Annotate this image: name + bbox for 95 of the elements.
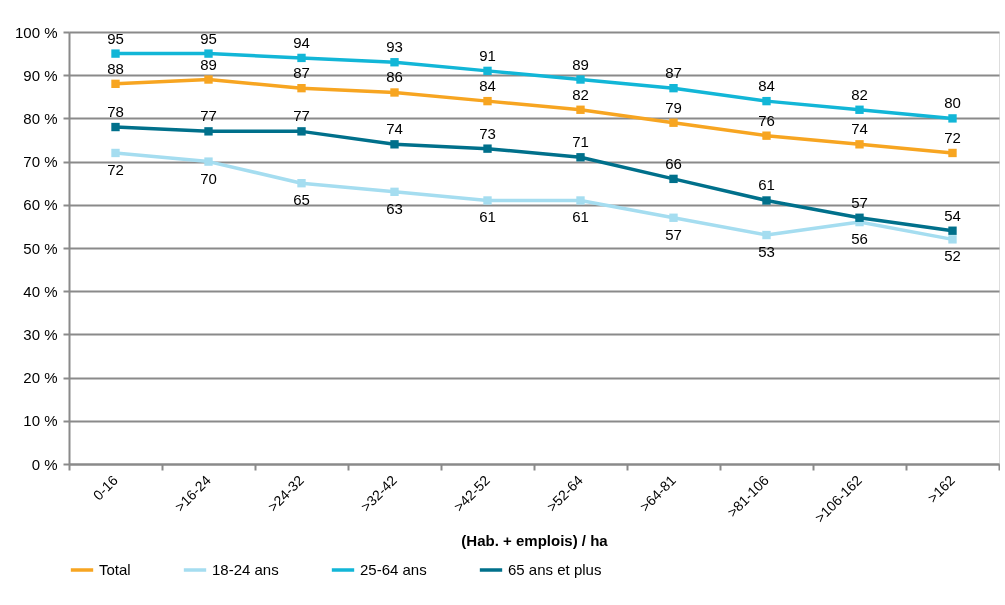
point <box>669 118 678 127</box>
point <box>855 140 864 149</box>
point <box>762 96 771 106</box>
point <box>390 140 399 149</box>
data-label: 87 <box>293 64 310 82</box>
data-label: 82 <box>572 85 589 103</box>
y-tick-label: 100 % <box>14 23 58 41</box>
data-label: 74 <box>386 120 403 138</box>
point <box>111 49 120 58</box>
point <box>669 174 678 184</box>
data-label: 66 <box>665 154 682 172</box>
data-label: 84 <box>758 77 775 95</box>
data-label: 84 <box>479 77 496 95</box>
data-label: 54 <box>944 206 961 224</box>
point <box>483 196 492 205</box>
point <box>390 187 399 197</box>
point <box>297 127 306 136</box>
data-label: 93 <box>386 38 403 56</box>
point <box>948 226 957 235</box>
data-label: 61 <box>572 208 589 226</box>
data-label: 94 <box>293 33 310 51</box>
data-label: 52 <box>944 247 961 265</box>
data-label: 77 <box>293 107 310 125</box>
data-label: 72 <box>944 128 961 146</box>
point <box>390 58 399 67</box>
x-axis-title: (Hab. + emplois) / ha <box>461 531 609 549</box>
point <box>948 235 957 244</box>
data-label: 74 <box>851 120 868 138</box>
point <box>204 157 213 166</box>
point <box>762 131 771 140</box>
point <box>576 153 585 162</box>
data-label: 89 <box>572 55 589 73</box>
data-label: 71 <box>572 133 589 151</box>
point <box>390 88 399 97</box>
y-tick-label: 70 % <box>23 153 58 171</box>
point <box>483 66 492 76</box>
y-tick-label: 60 % <box>23 196 58 214</box>
data-label: 89 <box>200 55 217 73</box>
legend-label: Total <box>99 561 131 578</box>
y-tick-label: 30 % <box>23 325 58 343</box>
legend-label: 18-24 ans <box>212 561 279 578</box>
y-tick-label: 90 % <box>23 66 58 84</box>
data-label: 95 <box>107 29 124 47</box>
point <box>483 96 492 106</box>
data-label: 91 <box>479 46 496 64</box>
data-label: 95 <box>200 29 217 47</box>
data-label: 77 <box>200 107 217 125</box>
point <box>669 213 678 222</box>
point <box>948 114 957 123</box>
data-label: 76 <box>758 111 775 129</box>
point <box>855 105 864 114</box>
data-label: 72 <box>107 160 124 178</box>
data-label: 73 <box>479 124 496 142</box>
legend-label: 25-64 ans <box>360 561 427 578</box>
point <box>111 79 120 89</box>
point <box>297 83 306 93</box>
point <box>948 148 957 158</box>
point <box>204 75 213 84</box>
point <box>204 49 213 58</box>
y-tick-label: 80 % <box>23 109 58 127</box>
data-label: 65 <box>293 191 310 209</box>
data-label: 57 <box>851 193 868 211</box>
point <box>111 148 120 158</box>
legend-label: 65 ans et plus <box>508 561 602 578</box>
point <box>762 230 771 240</box>
data-label: 87 <box>665 64 682 82</box>
data-label: 61 <box>479 208 496 226</box>
data-label: 88 <box>107 59 124 77</box>
y-tick-label: 10 % <box>23 412 58 430</box>
y-tick-label: 0 % <box>31 455 58 473</box>
data-label: 86 <box>386 68 403 86</box>
point <box>297 179 306 188</box>
point <box>576 196 585 205</box>
data-label: 79 <box>665 98 682 116</box>
point <box>111 122 120 132</box>
point <box>576 75 585 84</box>
y-tick-label: 40 % <box>23 282 58 300</box>
point <box>483 144 492 153</box>
data-label: 70 <box>200 169 217 187</box>
data-label: 61 <box>758 176 775 194</box>
data-label: 53 <box>758 243 775 261</box>
data-label: 82 <box>851 85 868 103</box>
point <box>669 83 678 93</box>
point <box>297 53 306 63</box>
point <box>204 127 213 136</box>
point <box>762 196 771 205</box>
data-label: 56 <box>851 230 868 248</box>
point <box>576 105 585 114</box>
point <box>855 213 864 222</box>
data-label: 80 <box>944 94 961 112</box>
data-label: 57 <box>665 225 682 243</box>
y-tick-label: 50 % <box>23 239 58 257</box>
data-label: 78 <box>107 103 124 121</box>
data-label: 63 <box>386 199 403 217</box>
y-tick-label: 20 % <box>23 369 58 387</box>
